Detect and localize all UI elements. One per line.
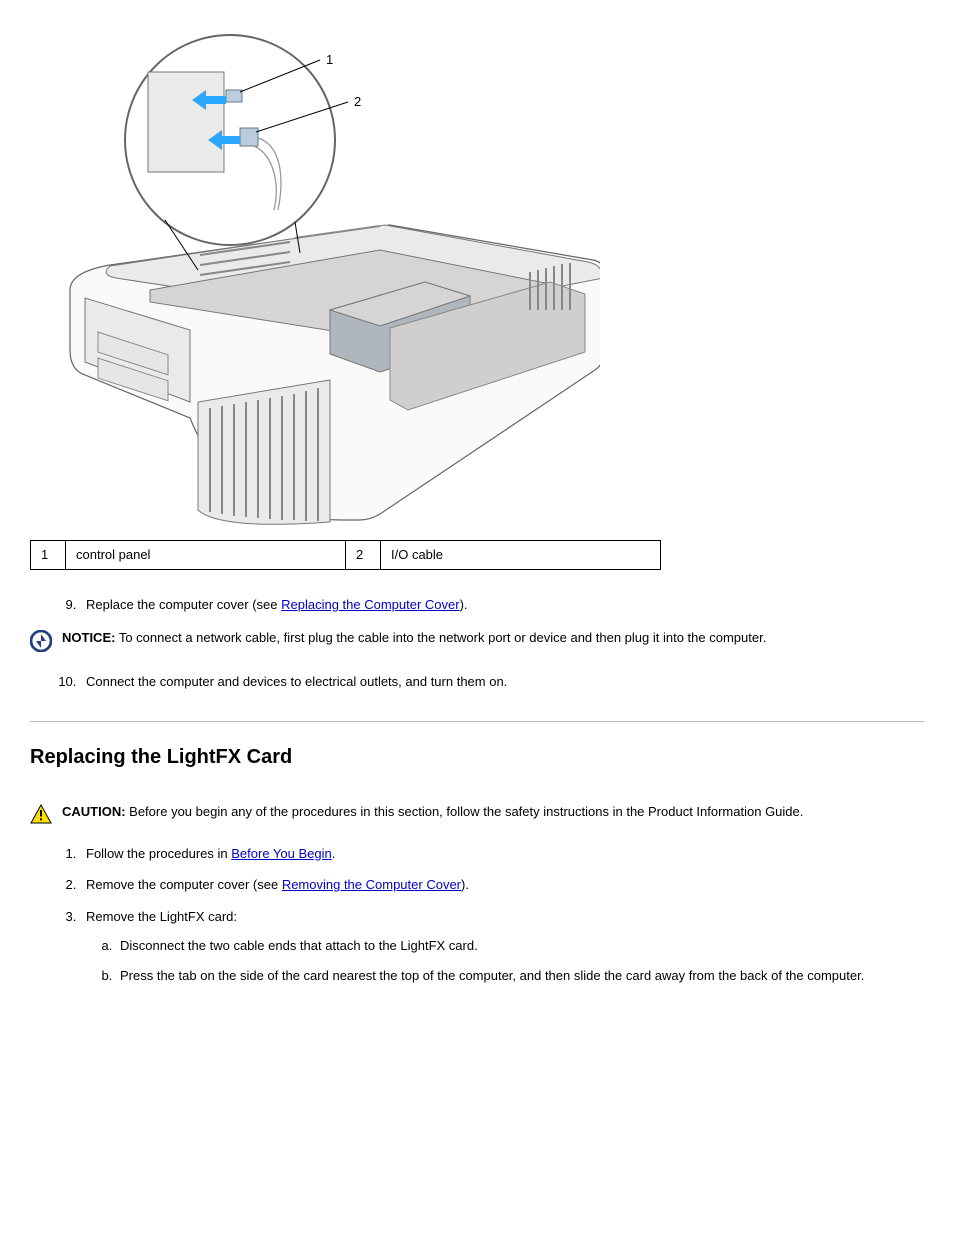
caution-label: CAUTION: (62, 804, 126, 819)
substep-item: Press the tab on the side of the card ne… (116, 966, 924, 986)
step-text: . (332, 846, 336, 861)
notice-block: NOTICE: To connect a network cable, firs… (30, 628, 924, 658)
caution-text: Before you begin any of the procedures i… (126, 804, 804, 819)
step-text: ). (461, 877, 469, 892)
step-text: Replace the computer cover (see (86, 597, 281, 612)
link-replacing-cover[interactable]: Replacing the Computer Cover (281, 597, 459, 612)
control-panel-board (148, 72, 224, 172)
step-text: Remove the LightFX card: (86, 909, 237, 924)
substep-text: Press the tab on the side of the card ne… (120, 968, 864, 983)
substep-text: Disconnect the two cable ends that attac… (120, 938, 478, 953)
link-removing-cover[interactable]: Removing the Computer Cover (282, 877, 461, 892)
substeps: Disconnect the two cable ends that attac… (86, 936, 924, 985)
procedure-steps: Replace the computer cover (see Replacin… (30, 595, 924, 615)
notice-text: To connect a network cable, first plug t… (115, 630, 766, 645)
step-item: Replace the computer cover (see Replacin… (80, 595, 924, 615)
callout-cell-label: I/O cable (381, 541, 661, 570)
front-grille (198, 380, 330, 524)
caution-block: CAUTION: Before you begin any of the pro… (30, 802, 924, 830)
step-text: Remove the computer cover (see (86, 877, 282, 892)
callout-cell-label: control panel (66, 541, 346, 570)
callout-cell-num: 1 (31, 541, 66, 570)
substep-item: Disconnect the two cable ends that attac… (116, 936, 924, 956)
callout-table: 1 control panel 2 I/O cable (30, 540, 661, 570)
link-before-you-begin[interactable]: Before You Begin (231, 846, 331, 861)
step-item: Remove the LightFX card: Disconnect the … (80, 907, 924, 986)
section-heading: Replacing the LightFX Card (30, 742, 924, 772)
procedure-steps: Connect the computer and devices to elec… (30, 672, 924, 692)
callout-cell-num: 2 (346, 541, 381, 570)
notice-icon (30, 630, 52, 658)
caution-icon (30, 804, 52, 830)
step-item: Connect the computer and devices to elec… (80, 672, 924, 692)
procedure-steps: Follow the procedures in Before You Begi… (30, 844, 924, 986)
notice-label: NOTICE: (62, 630, 115, 645)
computer-interior-illustration: 1 2 (30, 10, 600, 530)
step-text: ). (460, 597, 468, 612)
section-divider (30, 721, 924, 722)
callout-num-2: 2 (354, 94, 361, 109)
table-row: 1 control panel 2 I/O cable (31, 541, 661, 570)
step-item: Follow the procedures in Before You Begi… (80, 844, 924, 864)
step-text: Follow the procedures in (86, 846, 231, 861)
hardware-diagram: 1 2 (30, 10, 924, 530)
step-text: Connect the computer and devices to elec… (86, 674, 507, 689)
callout-num-1: 1 (326, 52, 333, 67)
step-item: Remove the computer cover (see Removing … (80, 875, 924, 895)
